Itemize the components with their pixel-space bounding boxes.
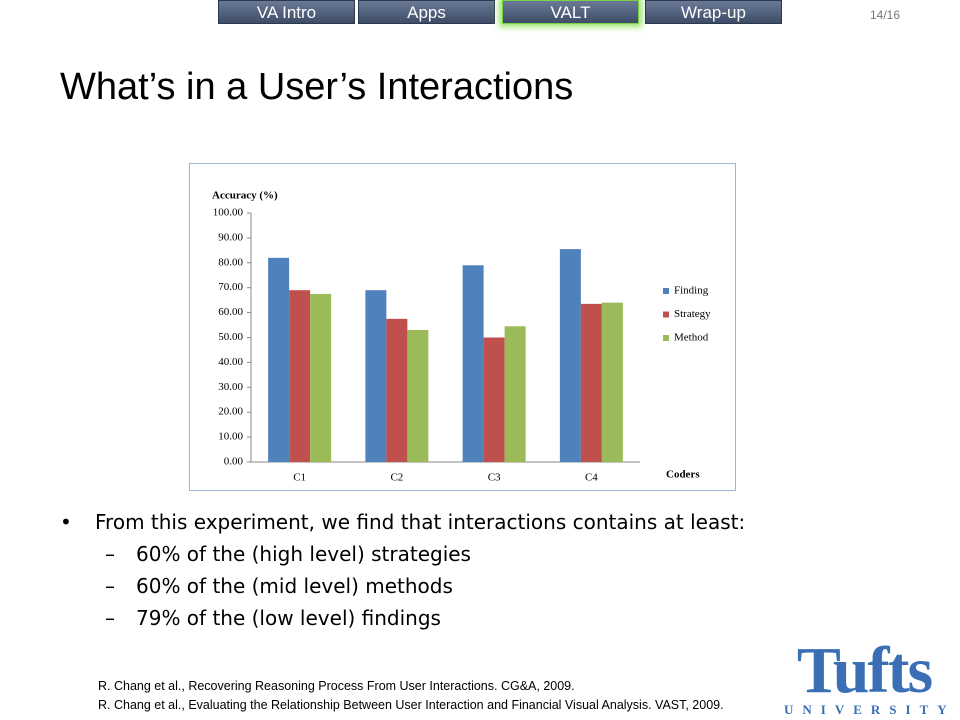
dash: – [105, 574, 115, 598]
dash: – [105, 542, 115, 566]
bar [365, 290, 387, 462]
chart-title: Accuracy (%) [212, 190, 278, 202]
bar [601, 302, 623, 462]
y-tick-label: 30.00 [218, 381, 243, 393]
legend-label: Method [674, 332, 709, 344]
bullet-mark: • [60, 510, 72, 534]
x-tick-label: C2 [390, 472, 403, 484]
y-tick-label: 60.00 [218, 306, 243, 318]
nav-tab[interactable]: Wrap-up [645, 0, 782, 24]
y-tick-label: 10.00 [218, 431, 243, 443]
legend-swatch [663, 311, 669, 318]
bar [268, 257, 290, 462]
slide-title: What’s in a User’s Interactions [60, 66, 574, 108]
bar [407, 330, 429, 462]
y-tick-label: 100.00 [213, 207, 244, 219]
y-tick-label: 0.00 [224, 456, 244, 468]
nav-tab[interactable]: VALT [502, 0, 639, 24]
page-number: 14/16 [870, 8, 901, 22]
sub-bullet: 60% of the (mid level) methods [136, 574, 453, 598]
x-tick-label: C3 [488, 472, 501, 484]
nav-tab[interactable]: Apps [358, 0, 495, 24]
sub-bullet: 79% of the (low level) findings [136, 606, 441, 630]
y-tick-label: 90.00 [218, 231, 243, 243]
legend-swatch [663, 335, 669, 341]
y-tick-label: 80.00 [218, 256, 243, 268]
bar [462, 265, 484, 462]
y-tick-label: 40.00 [218, 356, 243, 368]
reference: R. Chang et al., Recovering Reasoning Pr… [98, 679, 575, 693]
logo-name: Tufts [796, 634, 933, 707]
bar [559, 249, 581, 462]
logo: Tufts UNIVERSITY [784, 634, 956, 718]
bar [504, 326, 526, 462]
legend-label: Strategy [674, 308, 711, 320]
dash: – [105, 606, 115, 630]
y-tick-label: 20.00 [218, 406, 243, 418]
x-axis-label: Coders [666, 469, 700, 481]
bullet: From this experiment, we find that inter… [95, 510, 746, 534]
y-tick-label: 70.00 [218, 281, 243, 293]
legend-swatch [663, 288, 669, 294]
bar [386, 318, 408, 462]
bar [580, 303, 602, 462]
sub-bullet: 60% of the (high level) strategies [136, 542, 471, 566]
y-tick-label: 50.00 [218, 331, 243, 343]
logo-subtitle: UNIVERSITY [784, 702, 956, 717]
chart: Accuracy (%) Coders 0.00 10.00 20.00 30.00 4… [189, 163, 736, 491]
legend-label: Finding [674, 285, 709, 297]
reference: R. Chang et al., Evaluating the Relation… [98, 698, 724, 712]
bar [289, 290, 311, 462]
x-tick-label: C4 [585, 472, 598, 484]
bar [483, 337, 505, 462]
x-tick-label: C1 [293, 472, 306, 484]
nav-tab[interactable]: VA Intro [218, 0, 355, 24]
bar [310, 293, 332, 462]
